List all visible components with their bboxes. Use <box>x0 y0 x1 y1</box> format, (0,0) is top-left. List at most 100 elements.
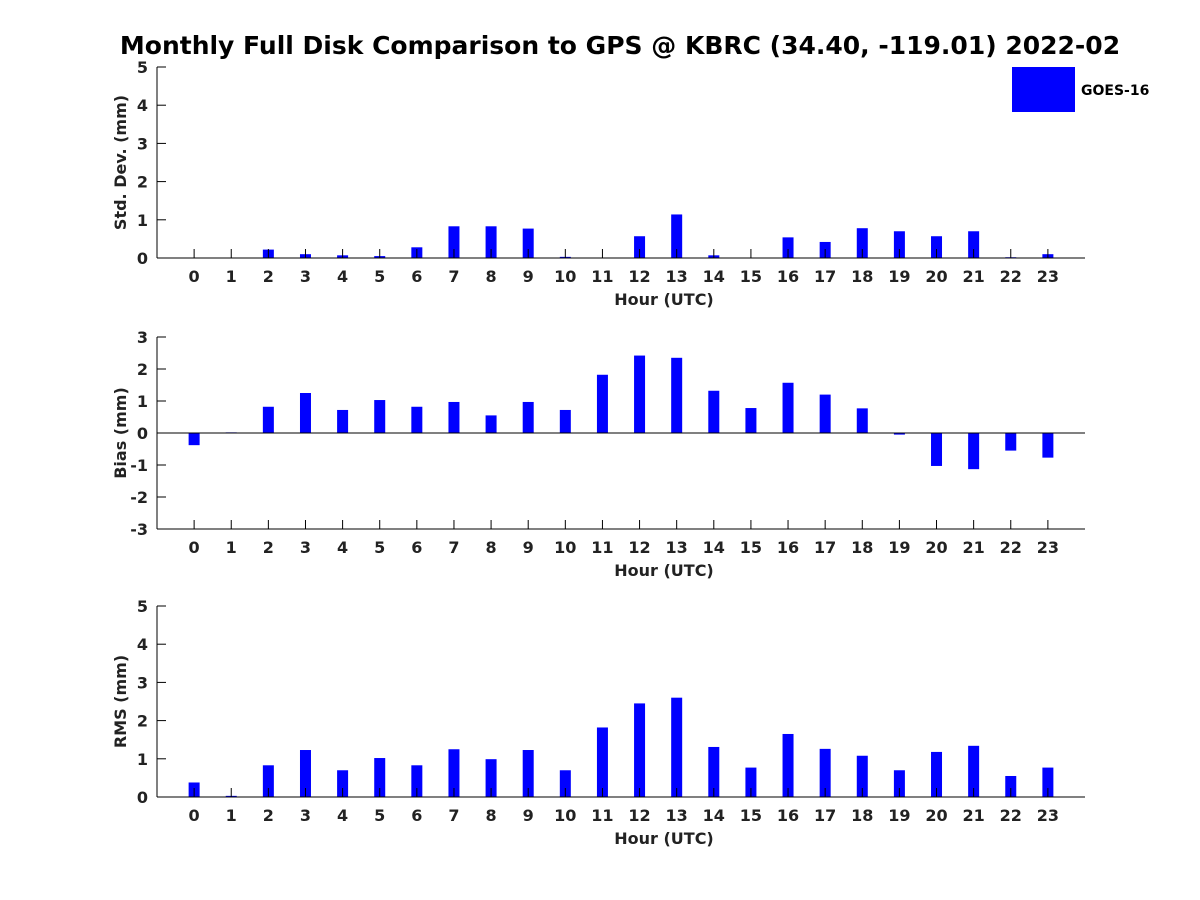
x-tick-label: 6 <box>411 267 422 286</box>
bar-hour-6 <box>411 765 423 797</box>
x-tick-label: 12 <box>628 538 650 557</box>
x-tick-label: 20 <box>925 806 947 825</box>
bar-hour-10 <box>559 409 571 433</box>
x-tick-label: 20 <box>925 267 947 286</box>
bar-hour-22 <box>1005 433 1017 451</box>
bar-hour-13 <box>671 357 683 433</box>
bar-hour-2 <box>262 406 274 433</box>
bar-hour-19 <box>893 231 905 258</box>
y-tick-label: 5 <box>137 597 148 616</box>
x-tick-label: 2 <box>263 806 274 825</box>
x-tick-label: 3 <box>300 538 311 557</box>
x-tick-label: 19 <box>888 806 910 825</box>
bar-hour-8 <box>485 759 497 797</box>
bar-hour-21 <box>968 745 980 797</box>
x-tick-label: 4 <box>337 806 348 825</box>
x-tick-label: 4 <box>337 267 348 286</box>
x-tick-label: 9 <box>523 267 534 286</box>
x-axis-label: Hour (UTC) <box>614 290 714 309</box>
x-tick-label: 13 <box>666 267 688 286</box>
bar-hour-3 <box>299 750 311 797</box>
y-tick-label: 1 <box>137 750 148 769</box>
y-axis-label: RMS (mm) <box>111 655 130 748</box>
x-tick-label: 11 <box>591 267 613 286</box>
x-tick-label: 23 <box>1037 267 1059 286</box>
bar-hour-23 <box>1042 433 1054 458</box>
bar-hour-12 <box>634 703 646 797</box>
bar-hour-17 <box>819 748 831 797</box>
bar-hour-18 <box>856 755 868 797</box>
x-tick-label: 5 <box>374 806 385 825</box>
x-tick-label: 21 <box>963 806 985 825</box>
x-tick-label: 7 <box>448 806 459 825</box>
x-tick-label: 22 <box>1000 806 1022 825</box>
x-tick-label: 5 <box>374 267 385 286</box>
x-tick-label: 18 <box>851 806 873 825</box>
bar-hour-18 <box>856 408 868 433</box>
x-tick-label: 8 <box>486 806 497 825</box>
bar-hour-16 <box>782 237 794 258</box>
x-tick-label: 20 <box>925 538 947 557</box>
x-tick-label: 14 <box>703 538 725 557</box>
x-tick-label: 1 <box>226 806 237 825</box>
y-tick-label: 2 <box>137 360 148 379</box>
y-axis-label: Bias (mm) <box>111 387 130 479</box>
x-tick-label: 23 <box>1037 538 1059 557</box>
y-tick-label: 1 <box>137 392 148 411</box>
bar-hour-10 <box>559 770 571 797</box>
y-tick-label: -3 <box>130 520 148 539</box>
y-tick-label: 5 <box>137 58 148 77</box>
x-tick-label: 0 <box>189 806 200 825</box>
bar-hour-8 <box>485 226 497 258</box>
bar-hour-5 <box>374 400 386 433</box>
bar-hour-19 <box>893 770 905 797</box>
bar-hour-18 <box>856 228 868 258</box>
x-tick-label: 3 <box>300 806 311 825</box>
legend-swatch <box>1012 67 1075 112</box>
bar-hour-6 <box>411 406 423 433</box>
x-tick-label: 10 <box>554 538 576 557</box>
x-tick-label: 16 <box>777 806 799 825</box>
bar-hour-5 <box>374 758 386 797</box>
x-tick-label: 17 <box>814 267 836 286</box>
y-tick-label: 3 <box>137 328 148 347</box>
x-tick-label: 0 <box>189 267 200 286</box>
bar-hour-9 <box>522 401 534 433</box>
bar-hour-20 <box>931 751 943 797</box>
bar-hour-15 <box>745 767 757 797</box>
x-tick-label: 22 <box>1000 538 1022 557</box>
x-tick-label: 13 <box>666 806 688 825</box>
bar-hour-12 <box>634 236 646 258</box>
x-tick-label: 22 <box>1000 267 1022 286</box>
bar-hour-14 <box>708 390 720 433</box>
x-tick-label: 14 <box>703 267 725 286</box>
chart-title: Monthly Full Disk Comparison to GPS @ KB… <box>120 31 1120 60</box>
bar-hour-0 <box>188 433 200 446</box>
x-tick-label: 11 <box>591 806 613 825</box>
bar-hour-9 <box>522 750 534 797</box>
x-tick-label: 7 <box>448 267 459 286</box>
y-tick-label: 0 <box>137 788 148 807</box>
x-axis-label: Hour (UTC) <box>614 829 714 848</box>
x-tick-label: 5 <box>374 538 385 557</box>
y-tick-label: -1 <box>130 456 148 475</box>
y-tick-label: -2 <box>130 488 148 507</box>
bar-hour-2 <box>262 765 274 797</box>
y-tick-label: 0 <box>137 249 148 268</box>
legend-label: GOES-16 <box>1081 83 1149 99</box>
x-tick-label: 19 <box>888 538 910 557</box>
bias-panel: 0 1 2 3 4 5 6 7 8 9 10 11 12 13 14 15 16 17 18 19 20 21 22 23-3… <box>111 328 1085 580</box>
x-tick-label: 6 <box>411 538 422 557</box>
x-tick-label: 10 <box>554 267 576 286</box>
y-tick-label: 2 <box>137 173 148 192</box>
bar-hour-22 <box>1005 775 1017 797</box>
x-tick-label: 18 <box>851 538 873 557</box>
bar-hour-7 <box>448 226 460 258</box>
x-tick-label: 23 <box>1037 806 1059 825</box>
bar-hour-23 <box>1042 767 1054 797</box>
x-axis-label: Hour (UTC) <box>614 561 714 580</box>
bar-hour-16 <box>782 733 794 797</box>
y-tick-label: 0 <box>137 424 148 443</box>
bar-hour-13 <box>671 214 683 258</box>
x-tick-label: 0 <box>189 538 200 557</box>
